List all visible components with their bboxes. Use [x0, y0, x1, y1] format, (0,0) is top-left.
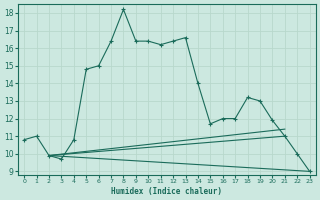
X-axis label: Humidex (Indice chaleur): Humidex (Indice chaleur)	[111, 187, 222, 196]
